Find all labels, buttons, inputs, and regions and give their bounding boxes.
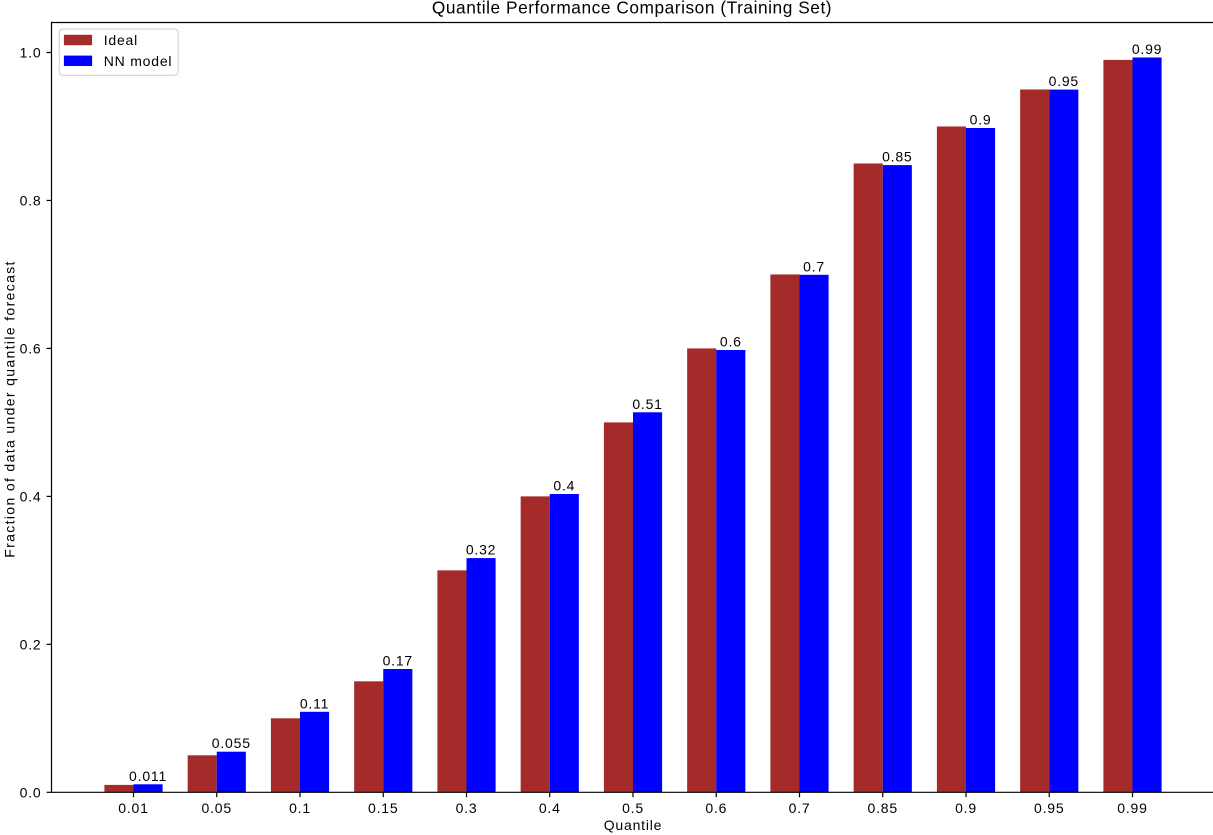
svg-text:0.95: 0.95 (1049, 73, 1079, 89)
svg-text:0.0: 0.0 (20, 784, 42, 800)
svg-text:0.01: 0.01 (118, 800, 148, 816)
svg-text:0.11: 0.11 (300, 695, 329, 711)
svg-text:0.99: 0.99 (1117, 800, 1147, 816)
svg-text:0.99: 0.99 (1132, 41, 1162, 57)
svg-text:0.4: 0.4 (553, 478, 575, 494)
svg-text:0.85: 0.85 (882, 149, 912, 165)
svg-text:0.32: 0.32 (466, 542, 496, 558)
svg-text:NN model: NN model (104, 53, 173, 69)
svg-text:0.3: 0.3 (456, 800, 478, 816)
svg-text:0.95: 0.95 (1034, 800, 1064, 816)
svg-text:0.6: 0.6 (705, 800, 727, 816)
svg-text:0.6: 0.6 (720, 334, 742, 350)
svg-text:0.5: 0.5 (622, 800, 644, 816)
svg-text:0.17: 0.17 (383, 653, 413, 669)
svg-text:1.0: 1.0 (20, 45, 42, 61)
svg-text:0.7: 0.7 (789, 800, 811, 816)
svg-text:0.4: 0.4 (20, 488, 42, 504)
svg-text:0.011: 0.011 (129, 768, 167, 784)
svg-text:0.05: 0.05 (202, 800, 232, 816)
svg-text:0.85: 0.85 (868, 800, 898, 816)
svg-text:0.7: 0.7 (803, 258, 825, 274)
svg-text:Quantile Performance Compariso: Quantile Performance Comparison (Trainin… (432, 0, 832, 18)
svg-text:0.6: 0.6 (20, 341, 42, 357)
svg-text:0.15: 0.15 (368, 800, 398, 816)
svg-text:0.8: 0.8 (20, 193, 42, 209)
svg-text:0.4: 0.4 (539, 800, 561, 816)
svg-text:0.2: 0.2 (20, 636, 42, 652)
svg-text:Ideal: Ideal (104, 32, 138, 48)
svg-text:0.51: 0.51 (632, 396, 662, 412)
svg-text:0.9: 0.9 (970, 112, 992, 128)
svg-text:0.055: 0.055 (212, 735, 251, 751)
svg-text:Quantile: Quantile (604, 817, 663, 833)
svg-text:0.9: 0.9 (955, 800, 977, 816)
svg-text:0.1: 0.1 (289, 800, 311, 816)
svg-text:Fraction of data under quantil: Fraction of data under quantile forecast (2, 260, 18, 558)
